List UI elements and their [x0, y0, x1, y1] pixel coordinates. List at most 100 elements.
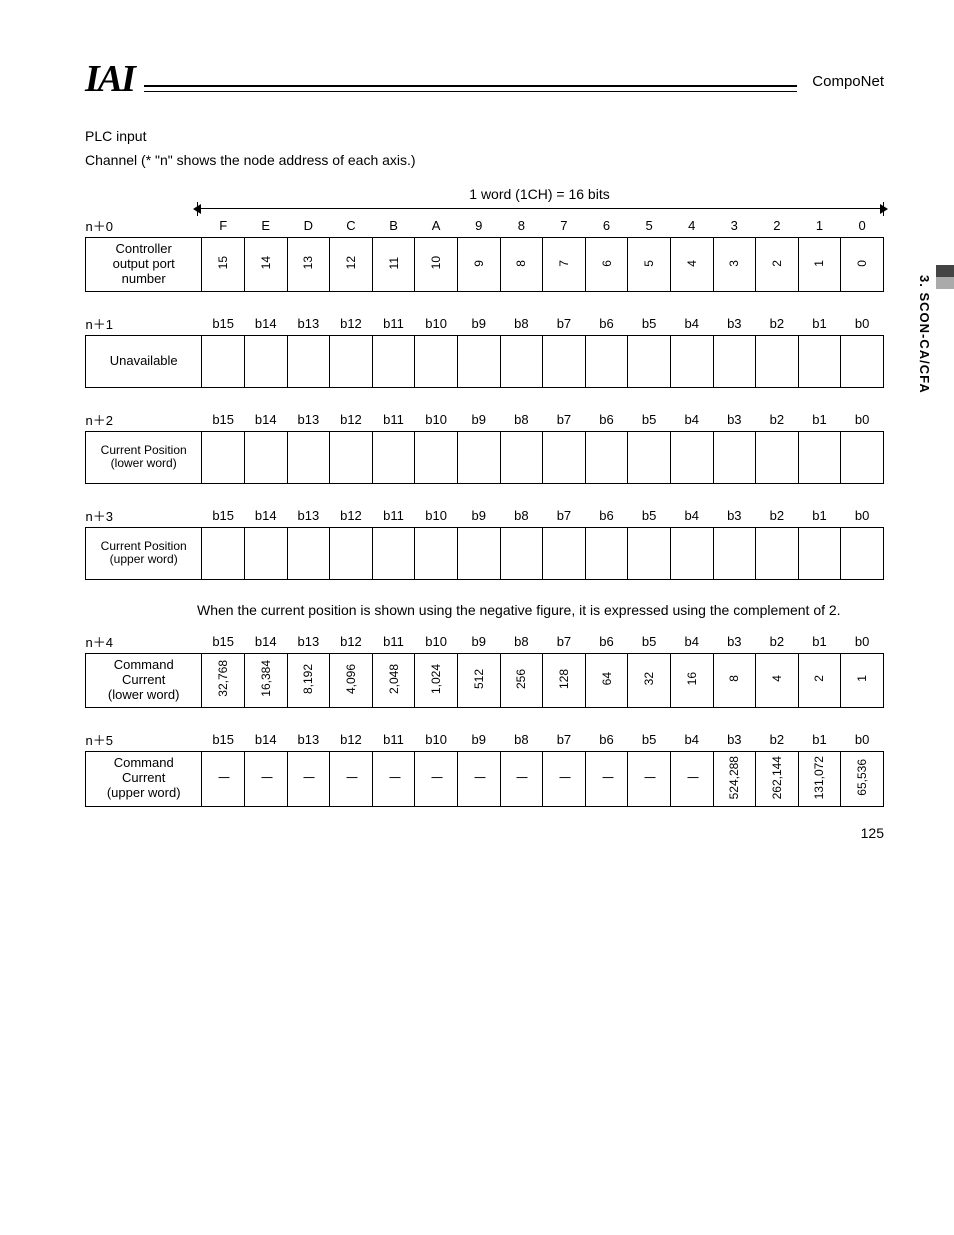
bit-table-3: n＋3b15b14b13b12b11b10b9b8b7b6b5b4b3b2b1b…	[85, 506, 884, 580]
bit-header: b4	[670, 730, 713, 752]
bit-cell	[415, 527, 458, 579]
bit-cell	[543, 431, 586, 483]
bit-tables: n＋0FEDCBA9876543210Controlleroutput port…	[85, 216, 884, 807]
bit-cell	[372, 335, 415, 387]
bit-cell	[585, 335, 628, 387]
bit-header: b3	[713, 314, 756, 336]
bit-cell	[798, 335, 841, 387]
bit-cell: 131,072	[798, 751, 841, 806]
bit-header: b9	[457, 314, 500, 336]
bit-cell: 4	[756, 653, 799, 707]
row-name: Controlleroutput portnumber	[86, 238, 202, 292]
bit-header: b5	[628, 410, 671, 432]
bit-header: b6	[585, 314, 628, 336]
bit-cell	[202, 335, 245, 387]
bit-cell: |	[585, 751, 628, 806]
bit-header: b13	[287, 632, 330, 654]
bit-cell: 16	[670, 653, 713, 707]
bit-header: b13	[287, 410, 330, 432]
bit-header: D	[287, 216, 330, 238]
bit-header: b13	[287, 730, 330, 752]
header-rules	[144, 85, 797, 92]
bit-header: 3	[713, 216, 756, 238]
bit-header: b13	[287, 314, 330, 336]
bit-cell: 9	[457, 238, 500, 292]
intro-line1: PLC input	[85, 128, 884, 144]
bit-cell: 32	[628, 653, 671, 707]
bit-header: b0	[841, 506, 884, 528]
bit-cell: 64	[585, 653, 628, 707]
bit-cell	[798, 527, 841, 579]
bit-header: b10	[415, 314, 458, 336]
bit-header: b12	[330, 410, 373, 432]
bit-header: b0	[841, 410, 884, 432]
bit-header: b11	[372, 410, 415, 432]
bit-cell: |	[244, 751, 287, 806]
bit-cell: |	[670, 751, 713, 806]
bit-header: b11	[372, 730, 415, 752]
bit-cell	[500, 335, 543, 387]
bit-header: b1	[798, 632, 841, 654]
bit-header: b4	[670, 410, 713, 432]
bit-cell	[841, 527, 884, 579]
bit-cell: 8	[713, 653, 756, 707]
bit-cell: 16,384	[244, 653, 287, 707]
bit-cell	[202, 527, 245, 579]
bit-header: C	[330, 216, 373, 238]
bit-cell: 32,768	[202, 653, 245, 707]
bit-header: 2	[756, 216, 799, 238]
bit-cell	[415, 431, 458, 483]
bit-header: b7	[543, 632, 586, 654]
bit-header: 7	[543, 216, 586, 238]
bit-cell: 0	[841, 238, 884, 292]
bit-header: b9	[457, 730, 500, 752]
bit-cell	[585, 527, 628, 579]
bit-header: b3	[713, 410, 756, 432]
bit-cell	[202, 431, 245, 483]
bit-header: b14	[244, 410, 287, 432]
bit-header: b14	[244, 314, 287, 336]
bit-header: b7	[543, 410, 586, 432]
header-title: CompoNet	[812, 73, 884, 98]
bit-header: b10	[415, 730, 458, 752]
bit-cell: |	[287, 751, 330, 806]
bit-header: b6	[585, 410, 628, 432]
row-name: Current Position(upper word)	[86, 527, 202, 579]
bit-cell	[500, 527, 543, 579]
bit-cell: 8	[500, 238, 543, 292]
bit-cell	[713, 431, 756, 483]
bit-cell	[713, 527, 756, 579]
bit-cell	[841, 335, 884, 387]
bit-header: b9	[457, 632, 500, 654]
bit-header: b0	[841, 632, 884, 654]
bit-cell: 10	[415, 238, 458, 292]
bit-cell: |	[330, 751, 373, 806]
bit-header: b3	[713, 730, 756, 752]
inline-note: When the current position is shown using…	[85, 602, 884, 618]
bit-header: b11	[372, 632, 415, 654]
bit-cell	[287, 335, 330, 387]
bit-header: b2	[756, 632, 799, 654]
bit-cell	[756, 335, 799, 387]
bit-cell: 262,144	[756, 751, 799, 806]
bit-cell: 2,048	[372, 653, 415, 707]
bit-header: b2	[756, 730, 799, 752]
bit-cell	[841, 431, 884, 483]
bit-cell: 15	[202, 238, 245, 292]
bit-cell	[244, 431, 287, 483]
bit-cell: 12	[330, 238, 373, 292]
bit-cell: 1	[798, 238, 841, 292]
bit-header: 5	[628, 216, 671, 238]
bit-cell: 1,024	[415, 653, 458, 707]
bit-cell	[244, 335, 287, 387]
bit-cell	[330, 431, 373, 483]
bit-table-4: n＋4b15b14b13b12b11b10b9b8b7b6b5b4b3b2b1b…	[85, 632, 884, 708]
side-tab	[936, 265, 954, 415]
bit-cell: 5	[628, 238, 671, 292]
bit-cell: 6	[585, 238, 628, 292]
bit-header: b15	[202, 506, 245, 528]
intro-line2: Channel (* "n" shows the node address of…	[85, 152, 884, 168]
bit-cell: |	[500, 751, 543, 806]
bit-cell: 2	[798, 653, 841, 707]
bit-cell	[543, 527, 586, 579]
